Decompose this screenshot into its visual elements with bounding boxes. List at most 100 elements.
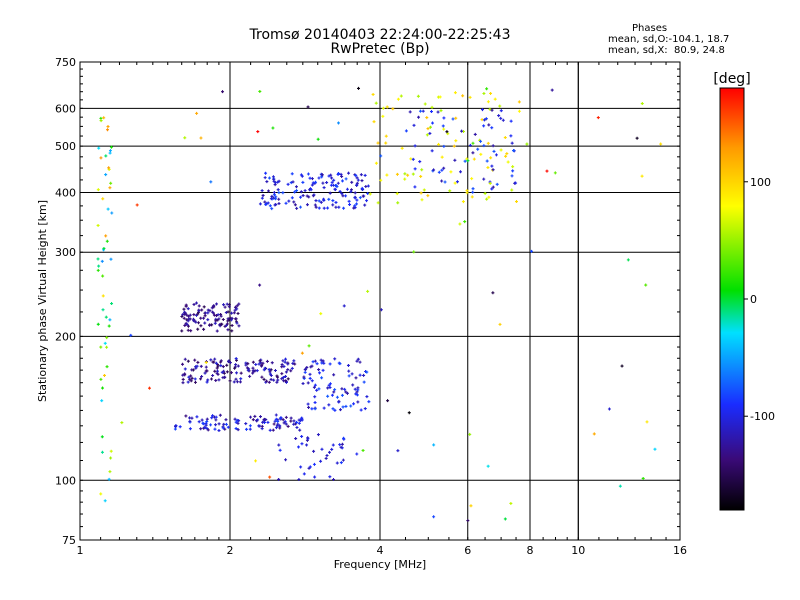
data-point: [330, 180, 334, 184]
data-point: [346, 363, 350, 367]
data-point: [313, 395, 317, 399]
data-point: [96, 322, 100, 326]
data-point: [181, 377, 185, 381]
data-point: [281, 418, 285, 422]
data-point: [135, 203, 139, 207]
data-point: [224, 418, 228, 422]
data-point: [265, 359, 269, 363]
data-point: [234, 317, 238, 321]
data-point: [472, 157, 476, 161]
data-point: [626, 258, 630, 262]
data-point: [227, 359, 231, 363]
data-point: [184, 414, 188, 418]
data-point: [455, 180, 459, 184]
data-point: [338, 189, 342, 193]
data-point: [211, 373, 215, 377]
data-point: [471, 187, 475, 191]
data-point: [251, 371, 255, 375]
data-point: [283, 360, 287, 364]
data-point: [510, 188, 514, 192]
data-point: [261, 361, 265, 365]
data-point: [406, 173, 410, 177]
data-point: [341, 458, 345, 462]
data-point: [289, 419, 293, 423]
data-point: [299, 190, 303, 194]
data-point: [360, 179, 364, 183]
data-point: [355, 452, 359, 456]
data-point: [206, 378, 210, 382]
data-point: [459, 170, 463, 174]
data-point: [202, 305, 206, 309]
data-point: [315, 388, 319, 392]
data-point: [347, 171, 351, 175]
data-point: [488, 107, 492, 111]
data-point: [286, 182, 290, 186]
data-point: [512, 149, 516, 153]
data-point: [188, 313, 192, 317]
data-point: [334, 200, 338, 204]
colorbar: [719, 87, 745, 511]
data-point: [206, 318, 210, 322]
data-point: [222, 371, 226, 375]
data-point: [216, 313, 220, 317]
data-point: [306, 402, 310, 406]
data-point: [379, 308, 383, 312]
data-point: [421, 109, 425, 113]
data-point: [228, 379, 232, 383]
data-point: [109, 449, 113, 453]
data-point: [356, 178, 360, 182]
data-point: [260, 375, 264, 379]
data-point: [342, 304, 346, 308]
data-point: [653, 447, 657, 451]
data-point: [180, 329, 184, 333]
data-point: [511, 165, 515, 169]
data-point: [234, 420, 238, 424]
data-point: [385, 173, 389, 177]
data-point: [221, 365, 225, 369]
data-point: [280, 377, 284, 381]
data-point: [189, 374, 193, 378]
data-point: [319, 312, 323, 316]
data-point: [426, 127, 430, 131]
data-point: [101, 386, 105, 390]
data-point: [322, 361, 326, 365]
data-point: [412, 123, 416, 127]
data-point: [350, 372, 354, 376]
data-point: [297, 445, 301, 449]
data-point: [234, 427, 238, 431]
data-point: [618, 484, 622, 488]
data-point: [333, 408, 337, 412]
data-point: [209, 180, 213, 184]
data-point: [214, 361, 218, 365]
data-point: [236, 364, 240, 368]
data-point: [200, 418, 204, 422]
data-point: [379, 154, 383, 158]
data-point: [491, 168, 495, 172]
data-point: [428, 131, 432, 135]
data-point: [640, 174, 644, 178]
data-point: [191, 368, 195, 372]
data-point: [419, 174, 423, 178]
data-point: [194, 301, 198, 305]
data-point: [332, 373, 336, 377]
data-point: [294, 185, 298, 189]
data-point: [182, 316, 186, 320]
data-point: [335, 185, 339, 189]
data-point: [440, 155, 444, 159]
data-point: [266, 201, 270, 205]
data-point: [248, 424, 252, 428]
data-point: [301, 382, 305, 386]
data-point: [345, 391, 349, 395]
x-axis-label: Frequency [MHz]: [334, 558, 426, 571]
data-point: [317, 206, 321, 210]
data-point: [310, 407, 314, 411]
data-point: [193, 377, 197, 381]
data-point: [284, 422, 288, 426]
data-point: [225, 370, 229, 374]
data-point: [443, 180, 447, 184]
data-point: [192, 302, 196, 306]
data-point: [328, 475, 332, 479]
data-point: [249, 415, 253, 419]
data-point: [184, 303, 188, 307]
data-point: [109, 181, 113, 185]
